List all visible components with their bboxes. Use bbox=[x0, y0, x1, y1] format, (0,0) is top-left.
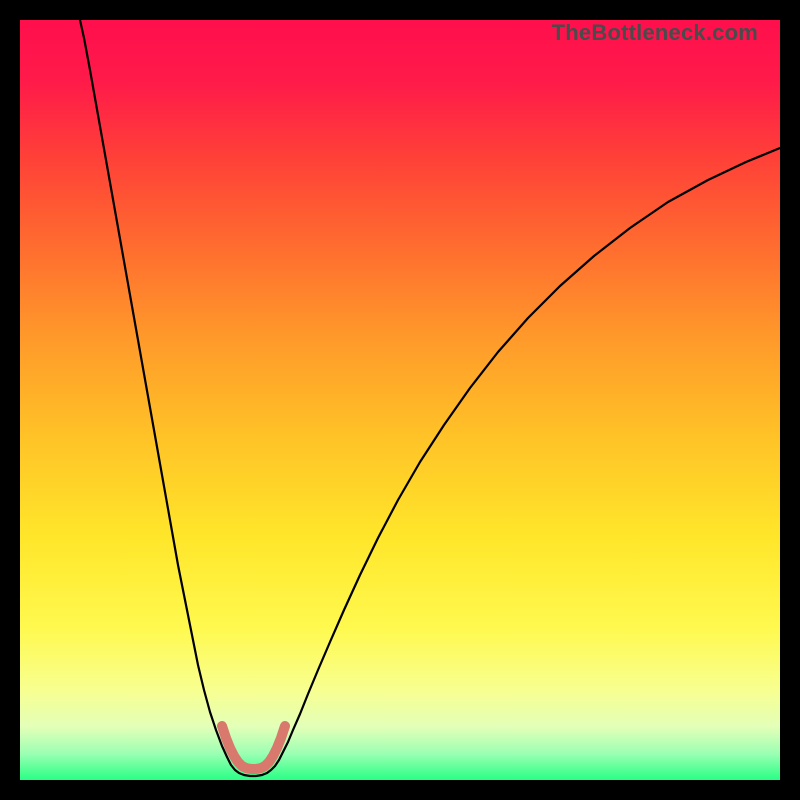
watermark-text: TheBottleneck.com bbox=[552, 20, 758, 44]
curve-minimum-highlight bbox=[222, 726, 285, 769]
plot-area: TheBottleneck.com bbox=[20, 20, 780, 780]
curve-layer bbox=[20, 20, 780, 780]
chart-frame: TheBottleneck.com bbox=[0, 0, 800, 800]
bottleneck-curve bbox=[80, 20, 780, 776]
